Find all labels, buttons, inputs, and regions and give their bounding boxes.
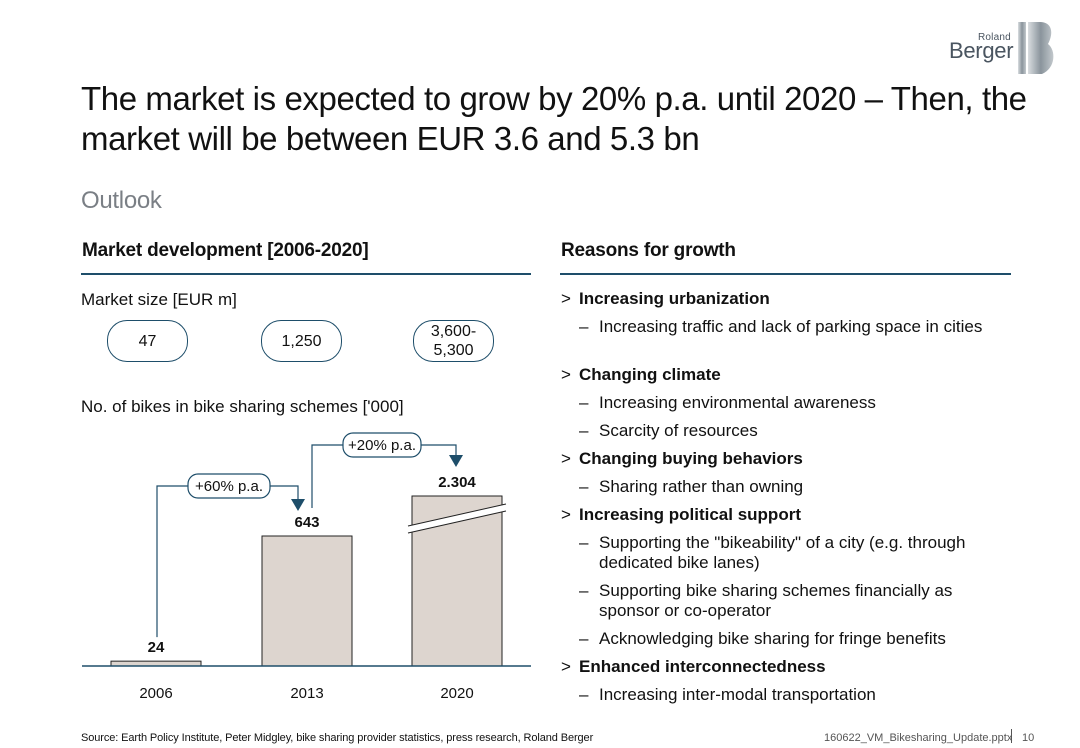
dash-marker: – xyxy=(579,533,589,552)
bullet-marker: > xyxy=(561,657,571,676)
page-title: The market is expected to grow by 20% p.… xyxy=(81,80,1027,157)
growth-pill xyxy=(342,432,422,458)
growth-connector xyxy=(421,444,457,456)
reason-text: Supporting the "bikeability" of a city (… xyxy=(599,533,966,572)
right-section-divider xyxy=(560,273,1011,275)
bar-2013 xyxy=(261,535,353,667)
market-size-label: Market size [EUR m] xyxy=(81,290,237,309)
bars-layer xyxy=(110,495,507,667)
growth-pill xyxy=(187,473,271,499)
bikes-bar-chart: 24 2006 643 2013 2.304 2020 +60% p.a. +20% p.a… xyxy=(82,432,531,702)
reason-text: Supporting bike sharing schemes financia… xyxy=(599,581,953,620)
source-note: Source: Earth Policy Institute, Peter Mi… xyxy=(81,732,594,744)
market-size-2006-value: 47 xyxy=(138,332,157,350)
dash-marker: – xyxy=(579,421,589,440)
page-number: 10 xyxy=(1022,732,1035,744)
x-tick-label: 2006 xyxy=(139,685,172,702)
market-size-2013-pill: 1,250 xyxy=(261,320,342,362)
page-subtitle: Outlook xyxy=(81,187,162,214)
growth-arrow-icon xyxy=(291,499,305,511)
reason-text: Increasing environmental awareness xyxy=(599,393,876,412)
growth-connector xyxy=(311,444,343,508)
dash-marker: – xyxy=(579,629,589,648)
dash-marker: – xyxy=(579,393,589,412)
growth-connector xyxy=(156,485,188,638)
roland-berger-logo-icon xyxy=(1018,22,1054,74)
footer-separator xyxy=(1011,729,1012,743)
annotations-layer: +60% p.a. +20% p.a. xyxy=(156,432,463,638)
reason-text: Sharing rather than owning xyxy=(599,477,804,496)
axis-break-line xyxy=(407,503,507,527)
reason-text: Acknowledging bike sharing for fringe be… xyxy=(599,629,946,648)
bullet-marker: > xyxy=(561,365,571,384)
dash-marker: – xyxy=(579,317,589,336)
bar-value-label: 643 xyxy=(294,514,319,531)
bullet-marker: > xyxy=(561,449,571,468)
bar-value-label: 24 xyxy=(148,639,165,656)
left-section-divider xyxy=(81,273,531,275)
reason-text: Scarcity of resources xyxy=(599,421,758,440)
axis-break-line xyxy=(407,510,507,534)
reason-text: Changing climate xyxy=(579,365,721,384)
x-tick-label: 2020 xyxy=(440,685,473,702)
logo-berger-text: Berger xyxy=(949,38,1014,63)
file-name: 160622_VM_Bikesharing_Update.pptx xyxy=(824,732,1013,744)
bar-value-label: 2.304 xyxy=(438,474,476,491)
reason-text: Increasing traffic and lack of parking s… xyxy=(599,317,983,336)
labels-layer: 24 2006 643 2013 2.304 2020 xyxy=(139,474,476,702)
reason-text: Changing buying behaviors xyxy=(579,449,803,468)
dash-marker: – xyxy=(579,477,589,496)
reason-text: Enhanced interconnectedness xyxy=(579,657,826,676)
reason-text: Increasing political support xyxy=(579,505,801,524)
market-size-2006-pill: 47 xyxy=(107,320,188,362)
reasons-heading: Reasons for growth xyxy=(561,240,736,261)
bullet-marker: > xyxy=(561,505,571,524)
market-development-heading: Market development [2006-2020] xyxy=(82,240,369,261)
growth-arrow-icon xyxy=(449,455,463,467)
market-size-2020-value: 3,600- 5,300 xyxy=(431,322,476,360)
bullet-marker: > xyxy=(561,289,571,308)
dash-marker: – xyxy=(579,685,589,704)
reasons-list: > Increasing urbanization – Increasing traf… xyxy=(561,289,1031,709)
market-size-2013-value: 1,250 xyxy=(281,332,322,350)
growth-connector xyxy=(270,485,299,500)
bikes-chart-label: No. of bikes in bike sharing schemes ['0… xyxy=(81,397,404,416)
logo-roland-text: Roland xyxy=(978,32,1011,43)
dash-marker: – xyxy=(579,581,589,600)
growth-label: +60% p.a. xyxy=(195,478,263,495)
reason-text: Increasing urbanization xyxy=(579,289,770,308)
growth-label: +20% p.a. xyxy=(348,437,416,454)
reason-text: Increasing inter-modal transportation xyxy=(599,685,876,704)
market-size-2020-line2: 5,300 xyxy=(433,342,474,359)
x-tick-label: 2013 xyxy=(290,685,323,702)
market-size-2020-line1: 3,600- xyxy=(430,323,477,340)
axis-break-gap xyxy=(408,504,506,533)
market-size-2020-pill: 3,600- 5,300 xyxy=(413,320,494,362)
